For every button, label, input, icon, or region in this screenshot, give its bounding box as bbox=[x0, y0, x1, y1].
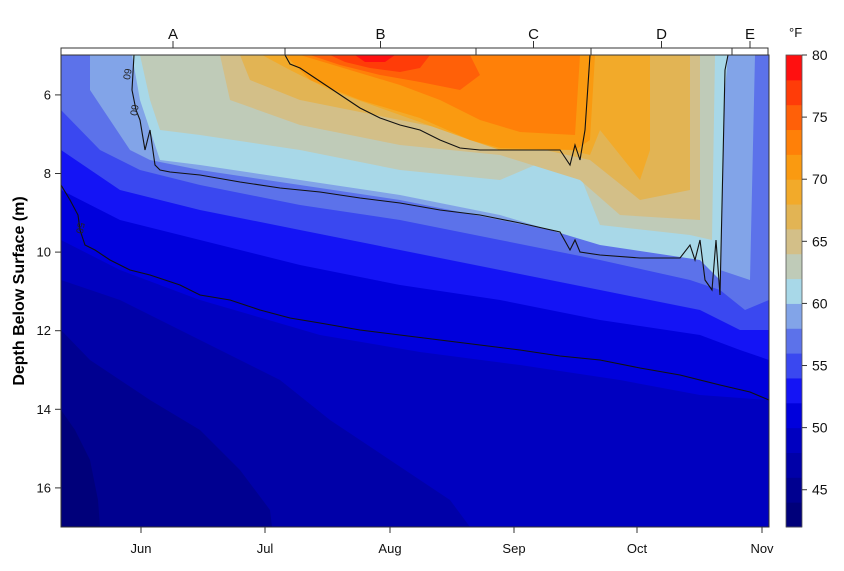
bracket-label-d: D bbox=[656, 26, 667, 43]
contour-label-50: 50 bbox=[73, 221, 86, 234]
colorbar-frame bbox=[785, 54, 803, 528]
contour-label-60-b: 60 bbox=[127, 103, 140, 116]
colorbar-swatch bbox=[786, 502, 802, 528]
x-axis: Jun Jul Aug Sep Oct Nov bbox=[131, 527, 774, 556]
colorbar-tick-label: 60 bbox=[812, 295, 828, 311]
contour-line-50 bbox=[61, 184, 769, 401]
y-tick-label: 6 bbox=[44, 87, 51, 102]
colorbar-swatch bbox=[786, 55, 802, 81]
bracket-label-e: E bbox=[745, 26, 755, 43]
contour-labels: 60 60 50 bbox=[73, 67, 140, 234]
colorbar-swatch bbox=[786, 377, 802, 404]
y-axis-title: Depth Below Surface (m) bbox=[11, 196, 28, 385]
y-tick-label: 12 bbox=[37, 323, 51, 338]
x-tick-label: Sep bbox=[502, 541, 525, 556]
x-tick-label: Jul bbox=[257, 541, 274, 556]
band-72-74 bbox=[300, 55, 580, 135]
y-tick-label: 8 bbox=[44, 166, 51, 181]
contour-lines bbox=[61, 55, 769, 401]
colorbar-tick-label: 65 bbox=[812, 233, 828, 249]
colorbar-swatch bbox=[786, 353, 802, 379]
y-tick-label: 16 bbox=[37, 480, 51, 495]
colorbar-swatch bbox=[786, 278, 802, 304]
colorbar-tick-label: 55 bbox=[812, 358, 828, 374]
period-bracket-labels: A B C D E bbox=[168, 26, 755, 43]
x-tick-label: Nov bbox=[750, 541, 774, 556]
bracket-a bbox=[60, 41, 286, 55]
contour-bands bbox=[61, 55, 769, 527]
bracket-b bbox=[284, 41, 477, 55]
colorbar-swatch bbox=[786, 104, 802, 131]
colorbar-swatch bbox=[786, 328, 802, 354]
colorbar-swatch bbox=[786, 204, 802, 230]
colorbar-tick-label: 80 bbox=[812, 47, 828, 63]
colorbar-swatch bbox=[786, 427, 802, 453]
colorbar-swatch bbox=[786, 129, 802, 155]
contour-line-70 bbox=[284, 55, 591, 167]
bracket-label-c: C bbox=[528, 26, 539, 43]
band-42-44 bbox=[61, 410, 100, 527]
bracket-label-b: B bbox=[375, 26, 385, 43]
colorbar-swatch bbox=[786, 79, 802, 106]
contour-label-60-a: 60 bbox=[120, 67, 133, 80]
colorbar-tick-label: 45 bbox=[812, 482, 828, 498]
band-78-80 bbox=[355, 55, 395, 62]
band-76-78 bbox=[330, 55, 430, 72]
colorbar-swatch bbox=[786, 179, 802, 205]
colorbar: 45 50 55 60 65 70 75 80 bbox=[785, 47, 828, 528]
bracket-c bbox=[475, 41, 592, 55]
colorbar-swatch bbox=[786, 253, 802, 280]
y-tick-label: 14 bbox=[37, 402, 51, 417]
x-tick-label: Oct bbox=[627, 541, 648, 556]
colorbar-swatch bbox=[786, 452, 802, 478]
x-tick-label: Jun bbox=[131, 541, 152, 556]
colorbar-swatch bbox=[786, 477, 802, 503]
colorbar-swatch bbox=[786, 402, 802, 429]
colorbar-swatch bbox=[786, 154, 802, 180]
colorbar-tick-label: 70 bbox=[812, 171, 828, 187]
band-44-46 bbox=[61, 330, 272, 527]
bracket-e bbox=[731, 41, 769, 55]
y-axis: 6 8 10 12 14 16 bbox=[37, 87, 61, 495]
bracket-d bbox=[590, 41, 733, 55]
colorbar-title: °F bbox=[789, 25, 802, 40]
colorbar-swatch bbox=[786, 303, 802, 329]
period-brackets bbox=[60, 41, 769, 55]
colorbar-tick-label: 75 bbox=[812, 109, 828, 125]
colorbar-swatch bbox=[786, 228, 802, 255]
y-tick-label: 10 bbox=[37, 245, 51, 260]
contour-line-60 bbox=[131, 55, 729, 296]
plot-frame bbox=[60, 54, 770, 528]
bracket-label-a: A bbox=[168, 26, 178, 43]
colorbar-tick-label: 50 bbox=[812, 420, 828, 436]
x-tick-label: Aug bbox=[378, 541, 401, 556]
